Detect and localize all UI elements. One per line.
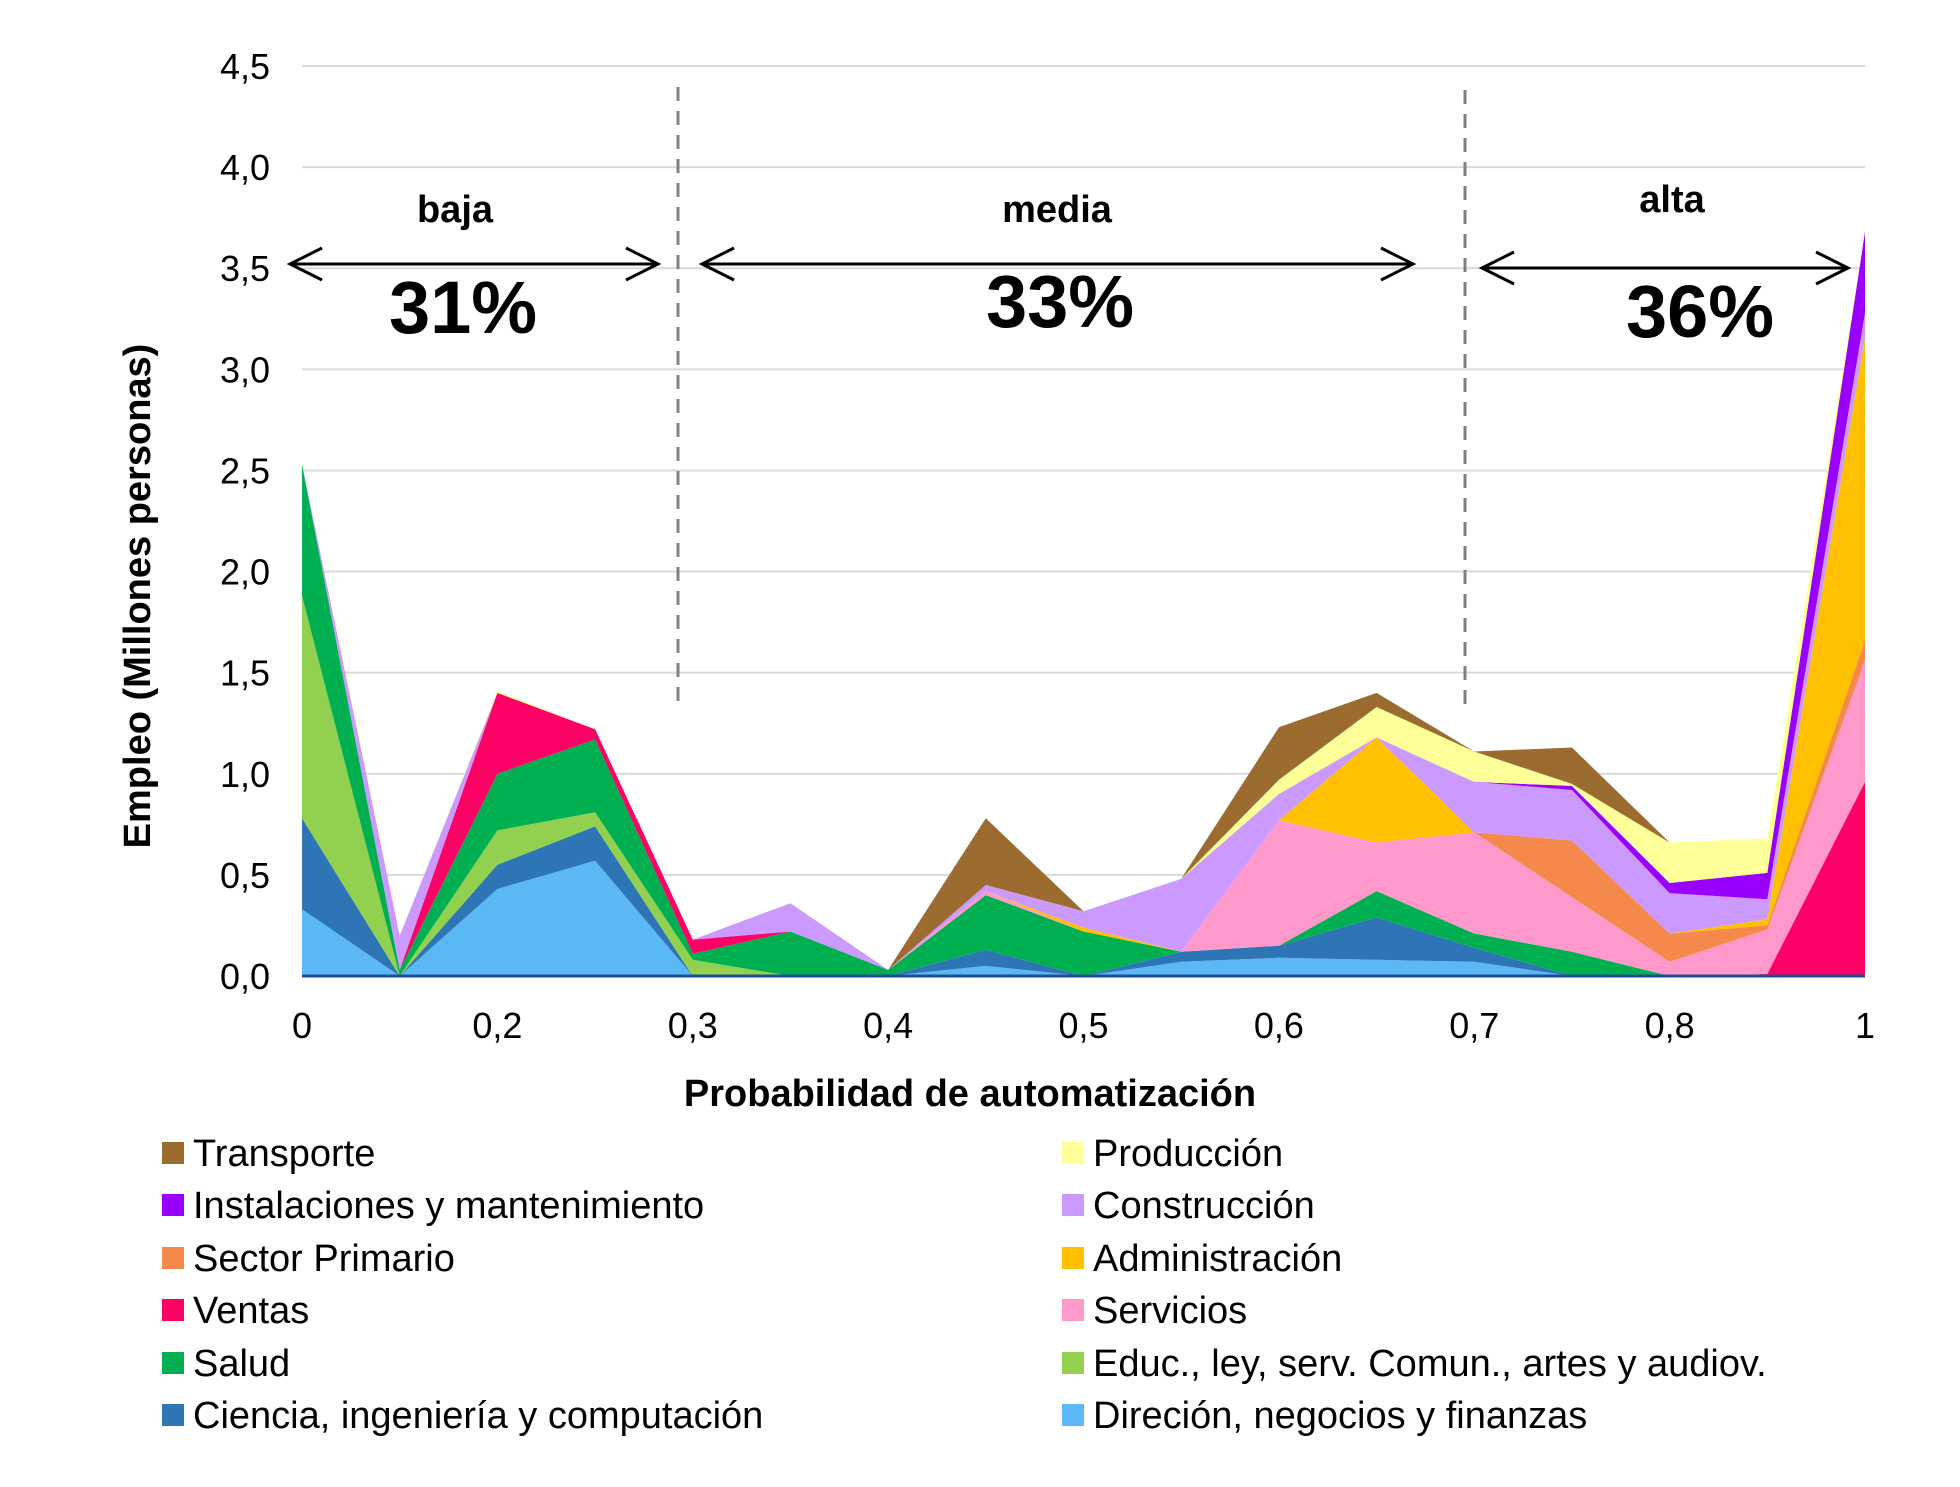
y-tick-label: 0,5 [220,855,270,896]
zone-arrow-head-left [1478,250,1515,286]
legend-swatch-construccion [1062,1194,1084,1216]
y-tick-label: 1,0 [220,754,270,795]
zone-label: baja [417,189,494,231]
legend-label-ciencia-ingenieria-y-computacion: Ciencia, ingeniería y computación [193,1395,763,1437]
y-tick-label: 4,5 [220,46,270,87]
y-tick-label: 1,5 [220,653,270,694]
zone-annotations: baja 31% media 33% alta 36% [286,87,1852,708]
legend-swatch-ciencia-ingenieria-y-computacion [162,1404,184,1426]
x-tick-label: 0 [292,1005,312,1046]
legend-label-administracion: Administración [1093,1238,1342,1280]
legend-swatch-transporte [162,1142,184,1164]
y-tick-label: 4,0 [220,147,270,188]
legend-swatch-direcion-negocios-y-finanzas [1062,1404,1084,1426]
zone-arrow-head-right [1815,250,1852,286]
legend-swatch-administracion [1062,1247,1084,1269]
zone-percent: 36% [1626,270,1774,353]
x-tick-label: 0,5 [1058,1005,1108,1046]
legend-label-produccion: Producción [1093,1133,1283,1175]
y-tick-label: 2,0 [220,552,270,593]
area-direcion-negocios-y-finanzas [302,860,1865,976]
zone-label: media [1002,189,1113,231]
zone-arrow-head-right [625,246,662,282]
y-tick-label: 3,5 [220,248,270,289]
zone-arrow-head-left [698,246,735,282]
legend-label-servicios: Servicios [1093,1290,1247,1332]
x-tick-label: 1 [1855,1005,1875,1046]
legend-swatch-sector-primario [162,1247,184,1269]
zone-label: alta [1639,179,1705,221]
zone-percent: 31% [389,266,537,349]
y-tick-label: 0,0 [220,956,270,997]
x-axis-title: Probabilidad de automatización [684,1073,1256,1115]
y-axis-ticks: 0,0 0,5 1,0 1,5 2,0 2,5 3,0 3,5 4,0 4,5 [220,46,270,997]
zone-percent: 33% [986,260,1134,343]
legend-swatch-servicios [1062,1299,1084,1321]
y-tick-label: 2,5 [220,450,270,491]
x-tick-label: 0,6 [1254,1005,1304,1046]
y-axis-title: Empleo (Millones personas) [117,344,159,849]
area-construccion [302,312,1865,970]
zone-arrow-head-left [286,246,323,282]
legend-label-salud: Salud [193,1343,290,1385]
legend-swatch-salud [162,1352,184,1374]
x-tick-label: 0,2 [472,1005,522,1046]
x-axis-ticks: 0 0,2 0,3 0,4 0,5 0,6 0,7 0,8 1 [292,1005,1875,1046]
legend-swatch-produccion [1062,1142,1084,1164]
legend-label-instalaciones-y-mantenimiento: Instalaciones y mantenimiento [193,1185,704,1227]
legend-label-sector-primario: Sector Primario [193,1238,455,1280]
x-tick-label: 0,3 [668,1005,718,1046]
zone-arrow-head-right [1380,246,1417,282]
legend: Transporte Instalaciones y mantenimiento S… [162,1133,1767,1437]
legend-label-educ-ley-serv-comun-artes-y-audiov: Educ., ley, serv. Comun., artes y audiov… [1093,1343,1767,1385]
legend-swatch-educ-ley-serv-comun-artes-y-audiov [1062,1352,1084,1374]
legend-label-transporte: Transporte [193,1133,375,1175]
legend-label-ventas: Ventas [193,1290,309,1332]
x-tick-label: 0,4 [863,1005,913,1046]
legend-swatch-instalaciones-y-mantenimiento [162,1194,184,1216]
area-series [302,231,1865,976]
area-servicios [302,464,1865,976]
legend-label-construccion: Construcción [1093,1185,1315,1227]
y-tick-label: 3,0 [220,349,270,390]
legend-swatch-ventas [162,1299,184,1321]
x-tick-label: 0,8 [1645,1005,1695,1046]
x-tick-label: 0,7 [1449,1005,1499,1046]
legend-label-direcion-negocios-y-finanzas: Direción, negocios y finanzas [1093,1395,1587,1437]
